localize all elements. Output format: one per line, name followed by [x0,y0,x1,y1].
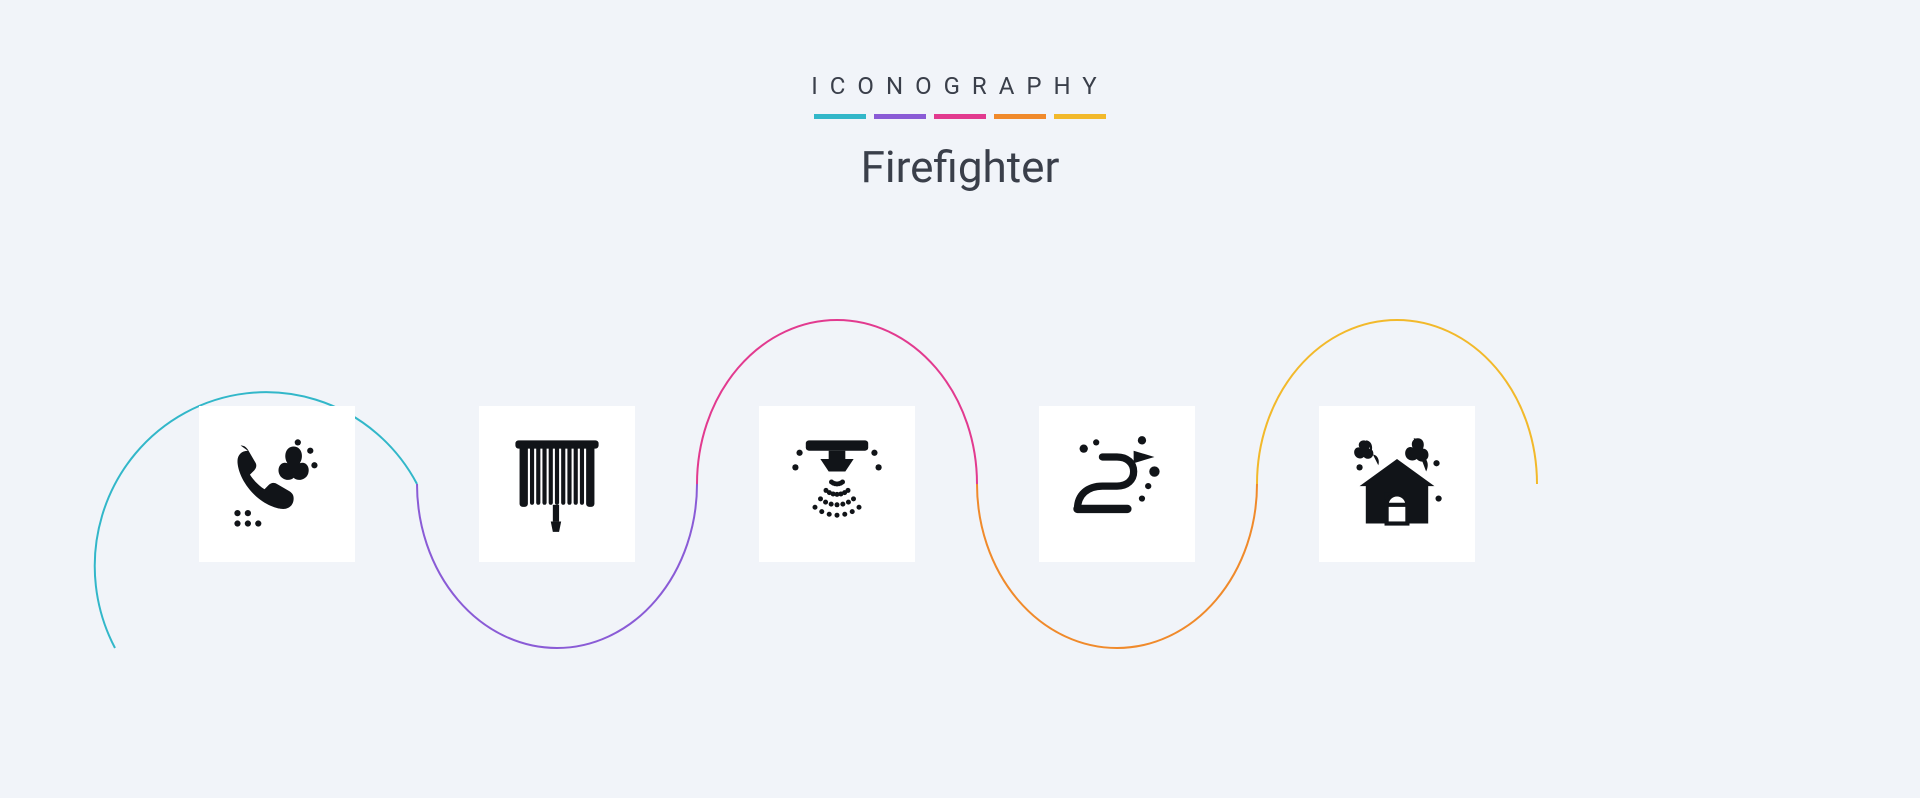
hose-nozzle-icon [1065,432,1169,536]
sprinkler-icon [785,432,889,536]
icon-card [479,406,635,562]
icon-card [1039,406,1195,562]
icon-card [1319,406,1475,562]
burning-house-icon [1345,432,1449,536]
emergency-call-icon [225,432,329,536]
icon-card-row [0,0,1920,798]
icon-card [199,406,355,562]
icon-card [759,406,915,562]
fire-hose-reel-icon [505,432,609,536]
